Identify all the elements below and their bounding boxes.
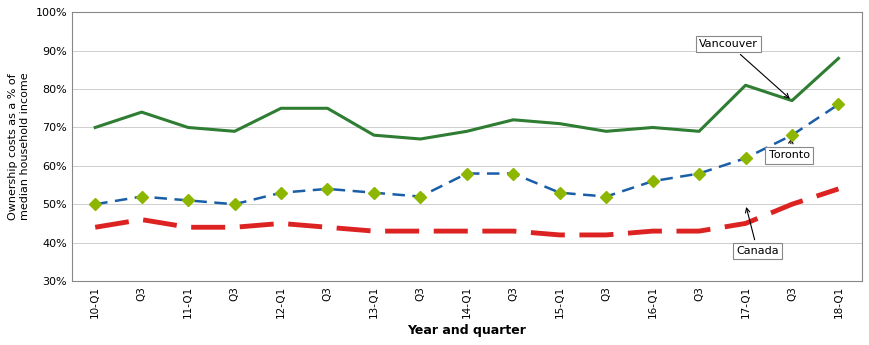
Text: Canada: Canada — [735, 208, 778, 256]
Text: Vancouver: Vancouver — [699, 39, 788, 98]
X-axis label: Year and quarter: Year and quarter — [407, 324, 526, 337]
Text: Toronto: Toronto — [768, 139, 809, 160]
Y-axis label: Ownership costs as a % of
median household income: Ownership costs as a % of median househo… — [9, 73, 30, 220]
